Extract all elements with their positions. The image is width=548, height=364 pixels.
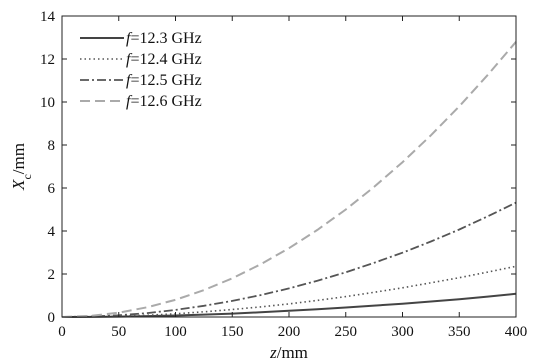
y-tick-label: 12	[40, 52, 55, 68]
x-tick-label: 350	[448, 324, 471, 340]
x-tick-label: 300	[391, 324, 414, 340]
legend-value: =12.6 GHz	[130, 93, 201, 110]
y-tick-label: 0	[48, 310, 56, 326]
legend-value: =12.3 GHz	[130, 30, 201, 47]
legend-value: =12.5 GHz	[130, 72, 201, 89]
y-tick-label: 14	[40, 9, 56, 25]
y-axis-title: Xc/mm	[9, 143, 34, 191]
legend-variable: f	[126, 51, 133, 68]
x-tick-label: 50	[111, 324, 126, 340]
x-axis-title: z/mm	[269, 343, 308, 362]
x-tick-label: 200	[278, 324, 301, 340]
series-line-3	[61, 201, 517, 318]
series-line-4	[61, 41, 517, 318]
x-axis-unit: /mm	[277, 343, 308, 362]
y-tick-label: 6	[48, 181, 56, 197]
y-tick-label: 8	[48, 138, 56, 154]
legend-variable: f	[126, 30, 133, 47]
x-tick-label: 150	[221, 324, 244, 340]
y-tick-label: 10	[40, 95, 55, 111]
x-axis-variable: z	[269, 343, 277, 362]
x-tick-label: 100	[164, 324, 187, 340]
y-tick-label: 2	[48, 267, 56, 283]
plot-lines	[61, 41, 517, 318]
y-axis-variable: X	[9, 179, 28, 191]
legend-variable: f	[126, 72, 133, 89]
y-tick-label: 4	[48, 224, 56, 240]
legend-label-2: f=12.4 GHz	[126, 51, 202, 68]
legend-label-3: f=12.5 GHz	[126, 72, 202, 89]
x-tick-label: 250	[335, 324, 358, 340]
y-axis-unit: /mm	[9, 143, 28, 174]
series-line-2	[61, 265, 517, 318]
legend-label-4: f=12.6 GHz	[126, 93, 202, 110]
legend-variable: f	[126, 93, 133, 110]
legend-value: =12.4 GHz	[130, 51, 201, 68]
x-tick-label: 400	[505, 324, 528, 340]
x-tick-label: 0	[58, 324, 66, 340]
legend-label-1: f=12.3 GHz	[126, 30, 202, 47]
ticks: 0 50 100 150 200 250 300 350 400 0 2 4 6 8 10 12 14	[40, 9, 527, 340]
series-line-1	[61, 292, 517, 318]
y-axis-subscript: c	[20, 174, 34, 179]
